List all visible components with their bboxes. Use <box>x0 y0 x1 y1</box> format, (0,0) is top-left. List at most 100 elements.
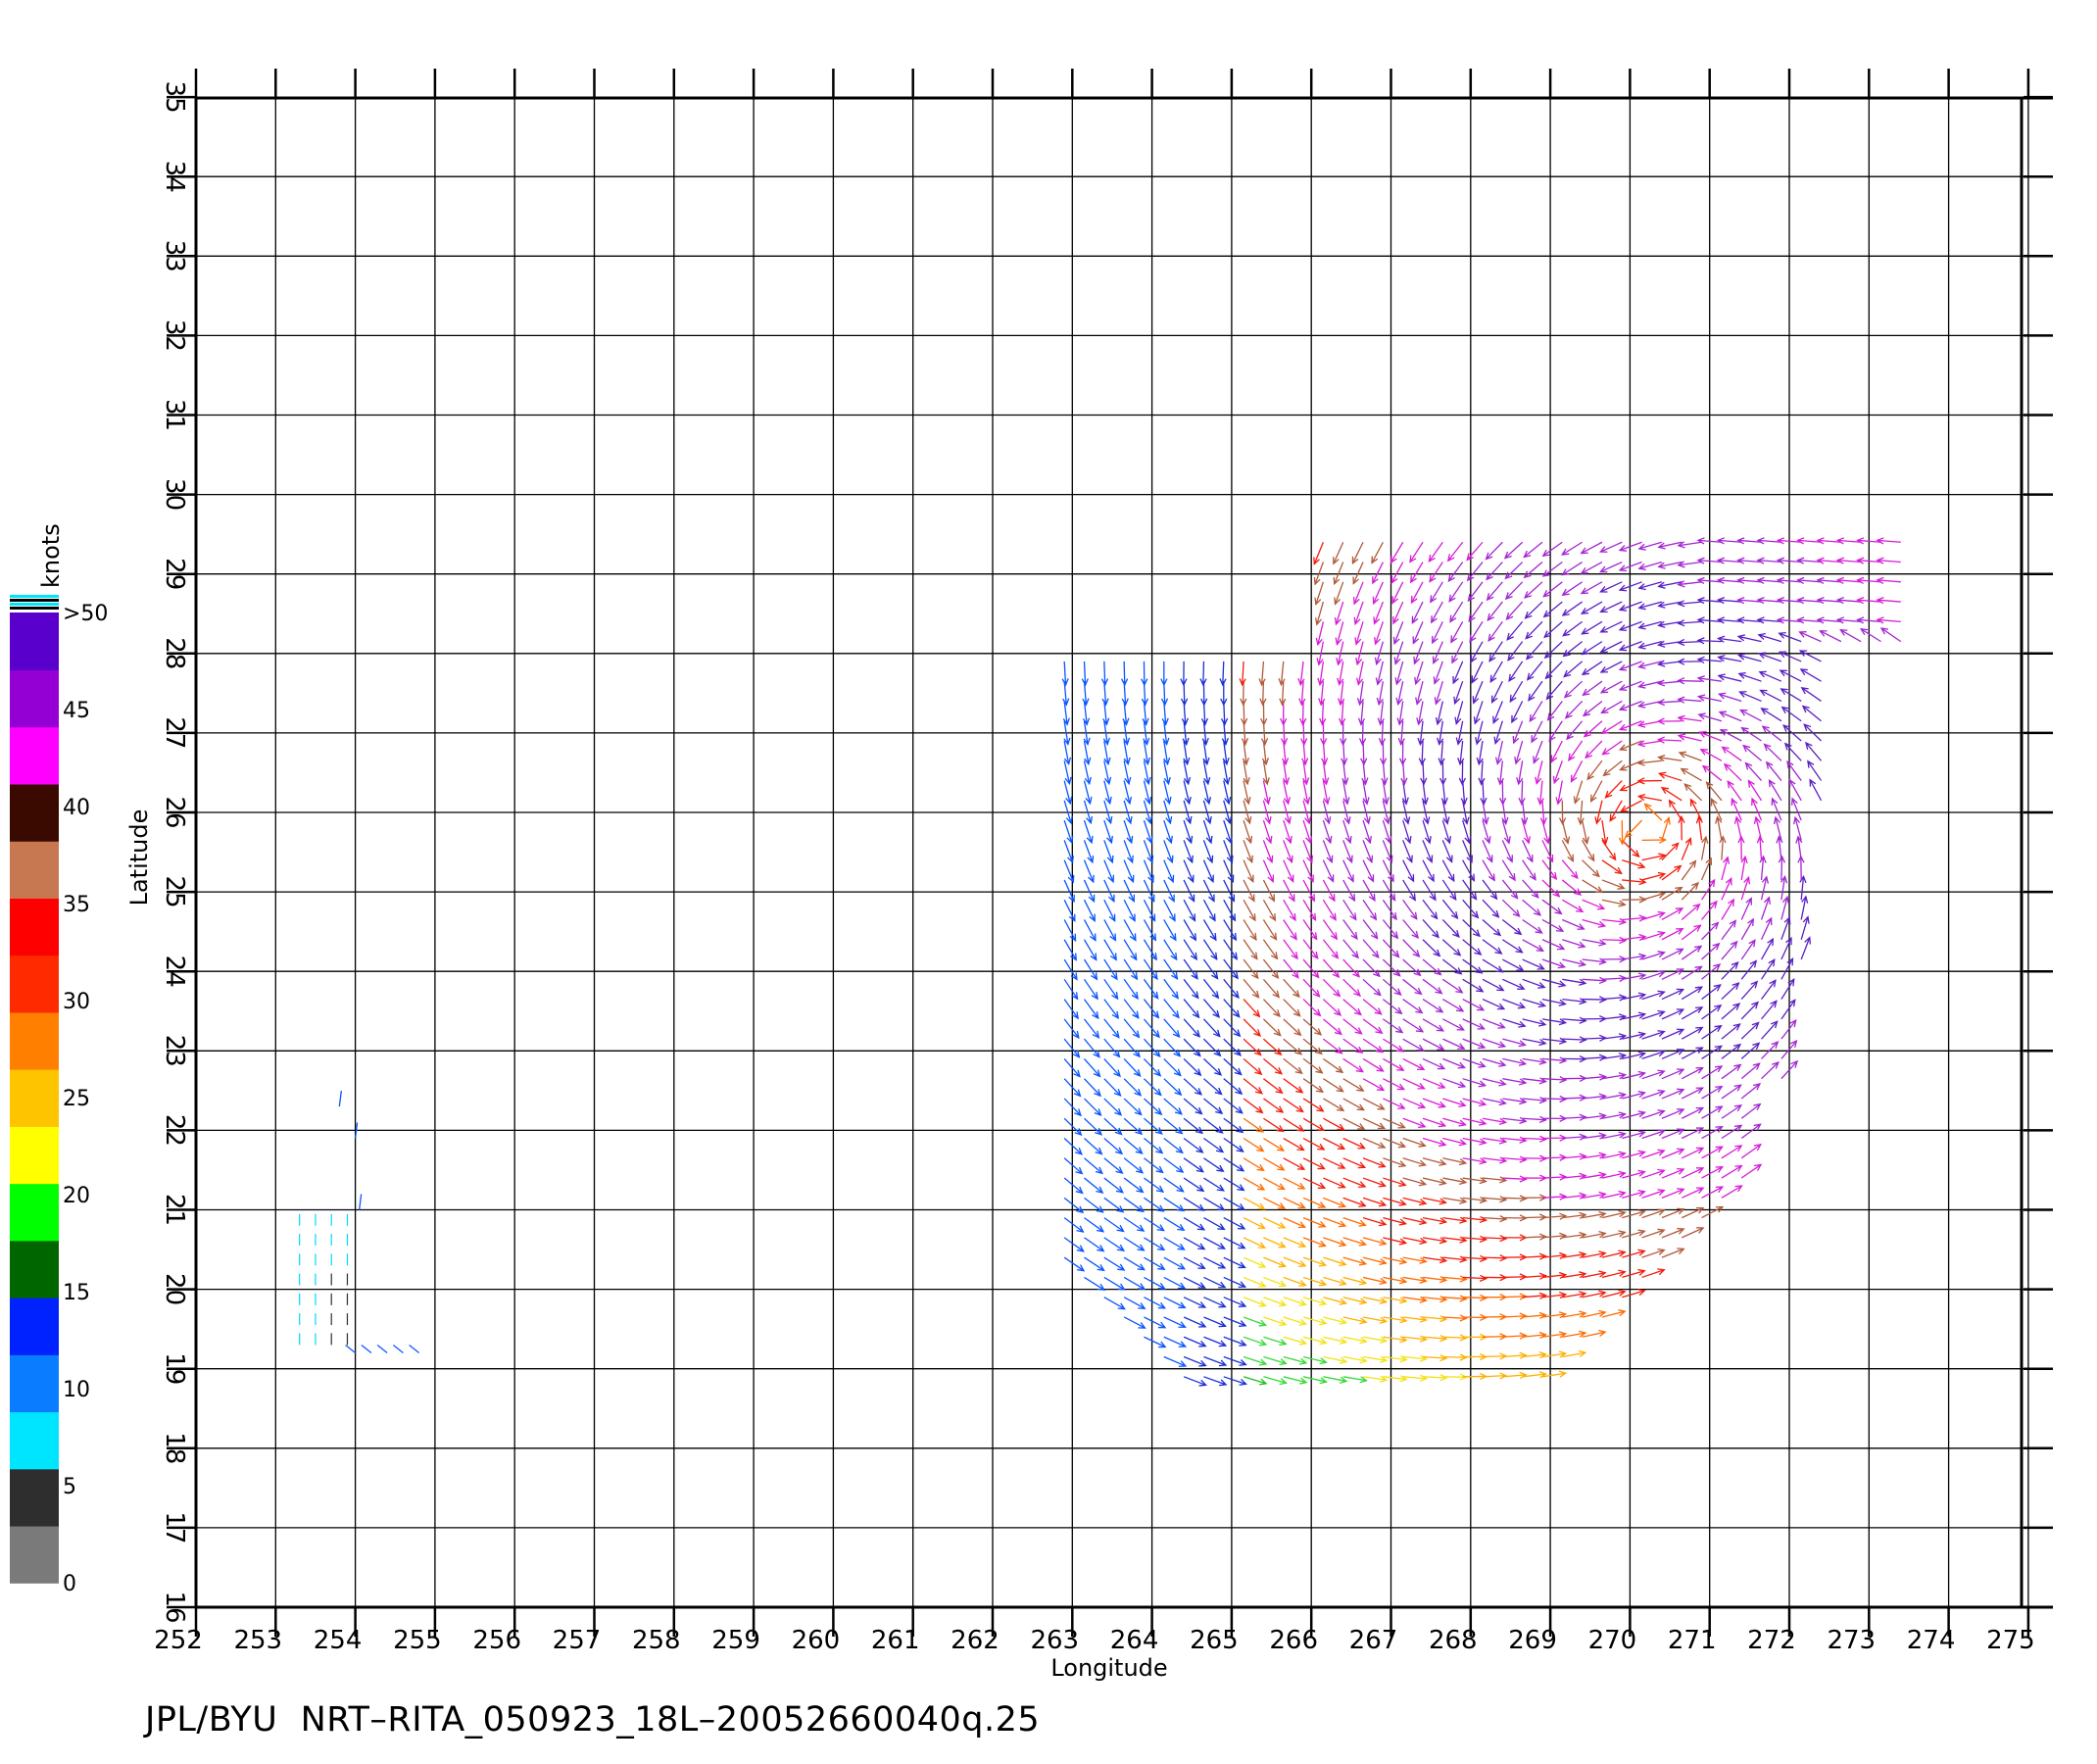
wind-vector <box>1601 1250 1626 1258</box>
wind-vector-head <box>1415 697 1423 706</box>
wind-vector <box>1701 943 1720 960</box>
wind-vector <box>1362 1276 1387 1284</box>
wind-vector-head <box>1776 597 1785 605</box>
wind-vector <box>1586 760 1603 780</box>
wind-vector <box>1721 836 1725 860</box>
wind-vector <box>1342 1297 1367 1303</box>
wind-vector-head <box>1136 1185 1145 1194</box>
wind-vector <box>1143 720 1148 745</box>
wind-vector-head <box>1277 1183 1286 1191</box>
wind-vector-head <box>1619 936 1628 945</box>
wind-vector-head <box>1354 637 1362 646</box>
x-tick-label: 258 <box>632 1626 681 1655</box>
wind-vector-head <box>1107 874 1115 884</box>
wind-vector-head <box>1232 990 1240 1000</box>
wind-vector-head <box>1435 716 1442 726</box>
wind-vector-head <box>1506 632 1514 641</box>
wind-vector <box>1223 1078 1243 1095</box>
colorbar-tick-label: 20 <box>63 1184 90 1208</box>
wind-vector <box>1243 1098 1263 1113</box>
wind-vector-head <box>1394 1006 1403 1015</box>
wind-vector-head <box>1803 723 1812 732</box>
wind-vector-head <box>1636 777 1645 785</box>
wind-vector <box>1302 899 1317 921</box>
wind-vector <box>1402 859 1415 882</box>
wind-vector <box>1442 999 1464 1012</box>
wind-vector-head <box>1372 576 1379 585</box>
wind-vector-head <box>1439 1158 1447 1166</box>
wind-vector <box>1600 561 1623 573</box>
wind-vector <box>1582 1272 1606 1279</box>
wind-vector <box>1451 641 1464 663</box>
wind-vector <box>1562 1351 1586 1358</box>
wind-vector-head <box>1525 631 1534 640</box>
wind-vector-head <box>1273 1028 1282 1037</box>
wind-vector <box>1504 541 1524 559</box>
wind-vector <box>1698 696 1723 703</box>
wind-vector <box>1283 1316 1306 1325</box>
wind-vector-head <box>1102 737 1110 746</box>
wind-vector <box>1737 579 1762 583</box>
wind-vector <box>1262 681 1265 706</box>
wind-vector-head <box>1378 1160 1387 1168</box>
wind-vector-head <box>1238 1242 1246 1250</box>
wind-vector <box>1541 1057 1566 1062</box>
wind-vector <box>1761 1061 1780 1080</box>
wind-vector-head <box>1518 1020 1527 1028</box>
wind-vector-head <box>1637 972 1647 980</box>
wind-vector <box>1362 740 1365 765</box>
wind-vector-head <box>1338 1162 1346 1169</box>
wind-vector-head <box>1801 705 1810 713</box>
wind-vector-head <box>1257 1242 1267 1249</box>
wind-vector <box>1283 1137 1304 1152</box>
wind-vector-head <box>1796 597 1805 605</box>
wind-vector-head <box>1677 1248 1685 1254</box>
wind-vector <box>1355 621 1364 645</box>
wind-vector <box>1735 816 1742 841</box>
wind-vector-head <box>1804 741 1813 750</box>
wind-vector <box>1679 752 1702 761</box>
wind-vector-head <box>1095 1147 1103 1155</box>
wind-vector <box>1084 1138 1102 1154</box>
wind-vector-head <box>1270 932 1278 941</box>
wind-vector-head <box>1656 736 1665 744</box>
wind-vector <box>1502 1117 1527 1122</box>
wind-vector-head <box>1804 936 1812 945</box>
wind-vector <box>1302 1038 1323 1054</box>
wind-vector <box>1103 1138 1123 1154</box>
wind-vector <box>1541 918 1564 932</box>
wind-vector-head <box>1589 794 1597 804</box>
wind-vector <box>1661 1128 1684 1140</box>
wind-vector <box>1431 601 1443 623</box>
wind-vector <box>1817 618 1841 623</box>
wind-vector-head <box>1763 743 1772 752</box>
wind-vector-head <box>1184 796 1192 806</box>
wind-vector-head <box>1410 595 1418 605</box>
wind-vector-head <box>1876 616 1884 624</box>
wind-vector <box>1263 1355 1287 1364</box>
wind-vector-head <box>1677 733 1686 741</box>
wind-vector <box>1083 780 1092 804</box>
wind-vector-head <box>1676 1048 1685 1055</box>
wind-vector <box>1163 1256 1186 1270</box>
wind-vector <box>1263 1177 1285 1190</box>
wind-vector <box>1609 800 1623 821</box>
wind-vector <box>1462 780 1466 805</box>
wind-vector-head <box>1086 815 1094 825</box>
wind-vector <box>1600 620 1623 633</box>
wind-vector-head <box>1689 798 1697 807</box>
wind-vector-head <box>1341 777 1349 786</box>
wind-vector-head <box>1172 1030 1181 1039</box>
wind-vector <box>1482 1237 1507 1240</box>
wind-vector <box>1543 620 1563 638</box>
wind-vector <box>1321 701 1325 725</box>
wind-vector-head <box>1255 1125 1265 1133</box>
wind-vector <box>1661 1228 1684 1239</box>
wind-vector-head <box>1537 1001 1547 1008</box>
wind-vector-head <box>1210 952 1218 961</box>
wind-vector <box>1562 601 1583 616</box>
wind-vector <box>1362 1355 1387 1361</box>
wind-vector <box>1123 800 1132 824</box>
wind-vector-head <box>1771 1041 1780 1050</box>
wind-vector-head <box>1399 1355 1408 1363</box>
